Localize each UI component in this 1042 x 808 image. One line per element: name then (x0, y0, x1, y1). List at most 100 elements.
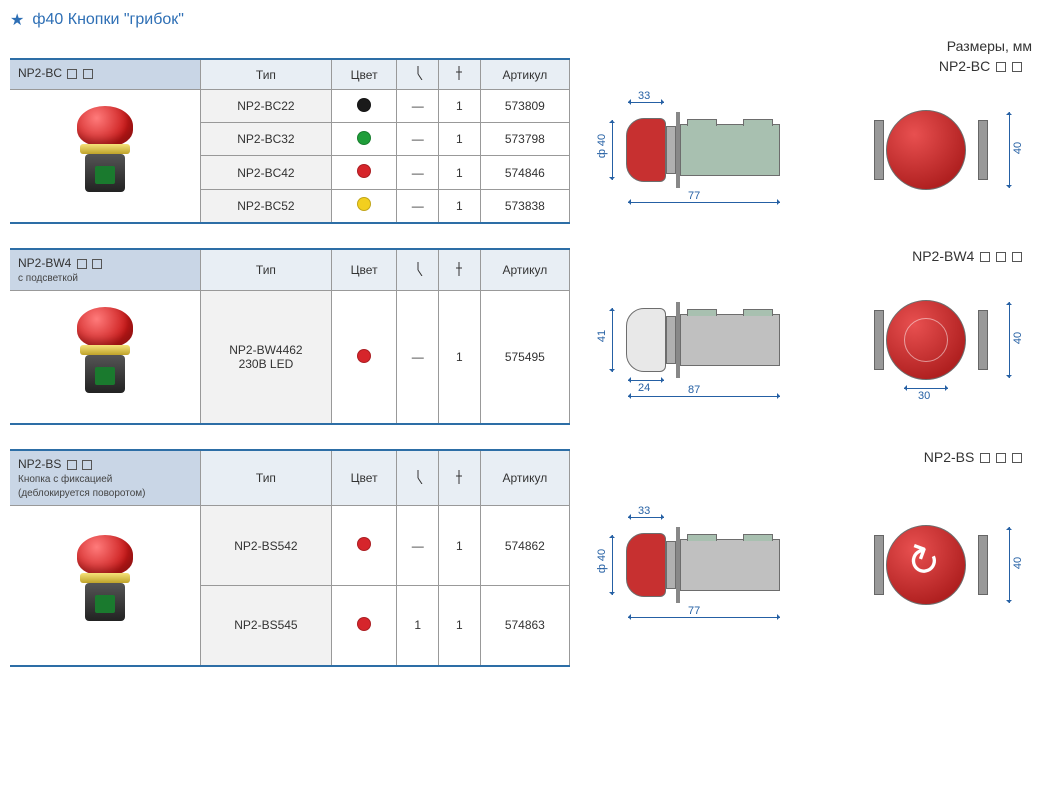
checkbox-icon (980, 453, 990, 463)
color-dot-icon (357, 164, 371, 178)
front-view-drawing: ↻ 40 (866, 505, 996, 625)
dim-front-diameter: 40 (1012, 555, 1024, 571)
cell-article: 574863 (480, 586, 569, 666)
dim-inner-diameter: 30 (916, 390, 932, 402)
diagram-series-label: NP2-BS (590, 449, 1032, 465)
cell-article: 573809 (480, 90, 569, 123)
checkbox-icon (77, 259, 87, 269)
cell-type: NP2-BC22 (200, 90, 331, 123)
series-name-cell: NP2-BW4 с подсветкой (10, 249, 200, 291)
cell-type: NP2-BS545 (200, 586, 331, 666)
color-dot-icon (357, 349, 371, 363)
color-dot-icon (357, 537, 371, 551)
table-bw4: NP2-BW4 с подсветкой Тип Цвет Артикул NP… (10, 248, 570, 425)
col-article: Артикул (480, 450, 569, 506)
cell-no: 1 (439, 291, 481, 425)
cell-nc: — (397, 123, 439, 156)
page-header: ★ ф40 Кнопки "грибок" (10, 10, 1032, 30)
side-view-drawing: 24 87 41 (626, 280, 826, 400)
cell-nc: — (397, 291, 439, 425)
color-dot-icon (357, 197, 371, 211)
dim-diameter: ф 40 (596, 547, 608, 575)
mushroom-button-icon (65, 106, 145, 206)
table-row: NP2-BC22 — 1 573809 (10, 90, 570, 123)
dim-cap-width: 33 (636, 90, 652, 102)
cell-no: 1 (439, 189, 481, 223)
diagram-bw4: NP2-BW4 24 87 41 40 30 (590, 248, 1032, 425)
cell-article: 575495 (480, 291, 569, 425)
series-name-cell: NP2-BS Кнопка с фиксацией (деблокируется… (10, 450, 200, 506)
col-color: Цвет (331, 450, 396, 506)
cell-nc: — (397, 156, 439, 189)
diagram-bc: NP2-BC 33 77 ф 40 40 (590, 58, 1032, 224)
checkbox-icon (980, 252, 990, 262)
dim-front-diameter: 40 (1012, 330, 1024, 346)
col-no (439, 59, 481, 90)
star-icon: ★ (10, 10, 24, 30)
col-no (439, 450, 481, 506)
cell-color (331, 506, 396, 586)
cell-type: NP2-BC42 (200, 156, 331, 189)
cell-color (331, 189, 396, 223)
cell-no: 1 (439, 586, 481, 666)
checkbox-icon (1012, 252, 1022, 262)
cell-type: NP2-BC32 (200, 123, 331, 156)
cell-article: 573838 (480, 189, 569, 223)
checkbox-icon (996, 453, 1006, 463)
col-article: Артикул (480, 59, 569, 90)
cell-type: NP2-BS542 (200, 506, 331, 586)
series-label: NP2-BC (18, 66, 62, 80)
dim-total-length: 87 (686, 384, 702, 396)
front-view-drawing: 40 (866, 90, 996, 210)
cell-nc: 1 (397, 586, 439, 666)
col-type: Тип (200, 249, 331, 291)
cell-nc: — (397, 189, 439, 223)
diagram-series-label: NP2-BW4 (590, 248, 1032, 264)
col-type: Тип (200, 59, 331, 90)
checkbox-icon (1012, 62, 1022, 72)
product-image-cell (10, 291, 200, 425)
diagram-series-label: NP2-BC (590, 58, 1032, 74)
checkbox-icon (92, 259, 102, 269)
page-title: ф40 Кнопки "грибок" (32, 11, 184, 29)
checkbox-icon (67, 69, 77, 79)
dim-front-diameter: 40 (1012, 140, 1024, 156)
cell-color (331, 586, 396, 666)
checkbox-icon (1012, 453, 1022, 463)
mushroom-button-icon (65, 307, 145, 407)
section-bw4: NP2-BW4 с подсветкой Тип Цвет Артикул NP… (10, 248, 1032, 425)
col-nc (397, 59, 439, 90)
col-color: Цвет (331, 59, 396, 90)
color-dot-icon (357, 131, 371, 145)
side-view-drawing: 33 77 ф 40 (626, 505, 826, 625)
series-subtitle: с подсветкой (18, 273, 78, 284)
series-label: NP2-BS (18, 457, 61, 471)
color-dot-icon (357, 98, 371, 112)
table-bs: NP2-BS Кнопка с фиксацией (деблокируется… (10, 449, 570, 667)
section-bc: NP2-BC Тип Цвет Артикул NP2-BC22 — (10, 58, 1032, 224)
cell-article: 573798 (480, 123, 569, 156)
color-dot-icon (357, 617, 371, 631)
dimensions-heading: Размеры, мм (10, 38, 1032, 54)
cell-no: 1 (439, 506, 481, 586)
cell-nc: — (397, 90, 439, 123)
cell-article: 574862 (480, 506, 569, 586)
series-name-cell: NP2-BC (10, 59, 200, 90)
dim-cap-width: 24 (636, 382, 652, 394)
table-row: NP2-BS542 — 1 574862 (10, 506, 570, 586)
col-no (439, 249, 481, 291)
cell-color (331, 291, 396, 425)
series-subtitle: Кнопка с фиксацией (деблокируется поворо… (18, 474, 145, 499)
checkbox-icon (83, 69, 93, 79)
cell-color (331, 156, 396, 189)
cell-no: 1 (439, 90, 481, 123)
front-view-drawing: 40 30 (866, 280, 996, 400)
dim-total-length: 77 (686, 605, 702, 617)
cell-color (331, 90, 396, 123)
dim-total-length: 77 (686, 190, 702, 202)
col-nc (397, 450, 439, 506)
side-view-drawing: 33 77 ф 40 (626, 90, 826, 210)
table-row: NP2-BW4462 230В LED — 1 575495 (10, 291, 570, 425)
col-color: Цвет (331, 249, 396, 291)
dim-cap-width: 33 (636, 505, 652, 517)
